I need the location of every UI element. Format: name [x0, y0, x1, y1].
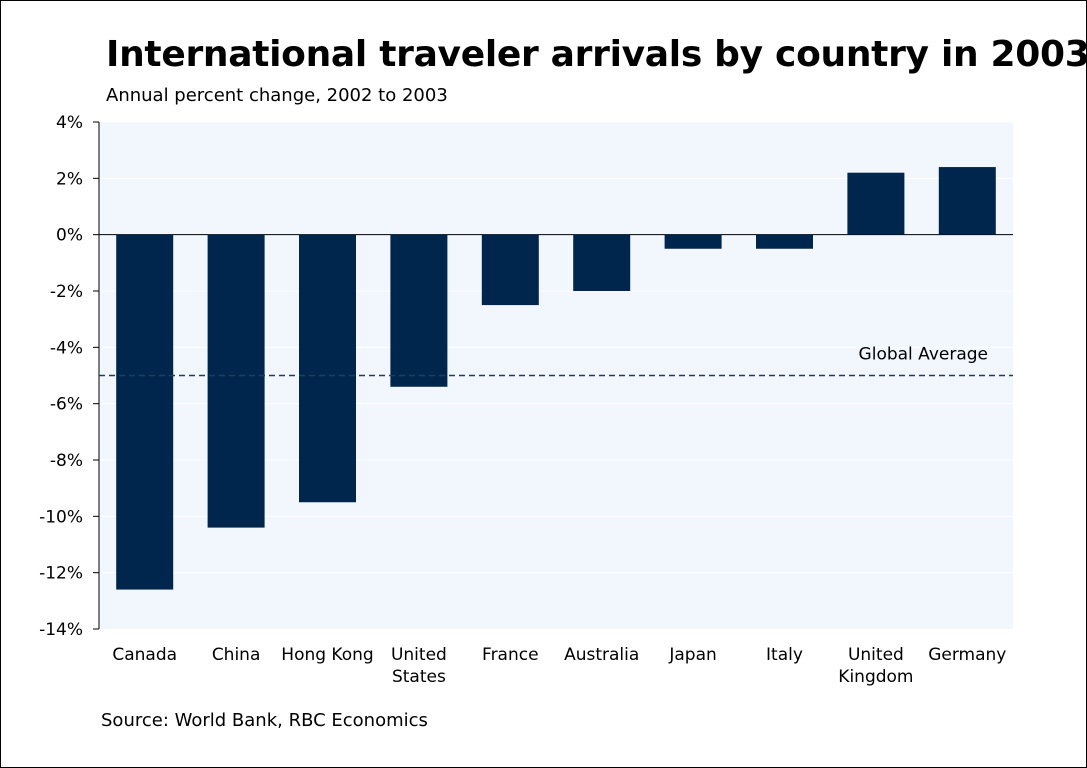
bar-australia: [573, 234, 631, 291]
y-tick-label: -4%: [50, 338, 83, 358]
y-tick-label: -6%: [50, 395, 83, 415]
y-axis-ticks: [93, 121, 99, 630]
x-tick-label: United: [848, 645, 904, 665]
y-tick-label: 2%: [56, 169, 83, 189]
y-tick-label: 4%: [56, 113, 83, 133]
x-tick-label: United: [391, 645, 447, 665]
y-tick-label: -14%: [39, 620, 83, 640]
bar-hong-kong: [299, 234, 356, 503]
bar-united-kingdom: [847, 172, 905, 235]
x-tick-label: France: [482, 645, 539, 665]
y-tick-label: -2%: [50, 282, 83, 302]
bar-china: [207, 234, 265, 528]
source-note: Source: World Bank, RBC Economics: [101, 710, 428, 731]
y-tick-label: -12%: [39, 564, 83, 584]
x-tick-label: Germany: [928, 645, 1006, 665]
bar-canada: [116, 234, 174, 590]
x-tick-label: Japan: [668, 645, 716, 665]
bar-germany: [938, 167, 996, 235]
bars: [116, 167, 996, 590]
y-tick-label: -8%: [50, 451, 83, 471]
y-tick-label: 0%: [56, 226, 83, 246]
x-tick-label: China: [212, 645, 261, 665]
x-tick-label: Hong Kong: [281, 645, 373, 665]
bar-united-states: [390, 234, 448, 387]
global-average-label: Global Average: [859, 345, 988, 365]
bar-italy: [756, 234, 813, 249]
chart-subtitle: Annual percent change, 2002 to 2003: [106, 85, 448, 106]
bar-japan: [664, 234, 722, 249]
x-tick-label: States: [392, 667, 446, 687]
y-tick-label: -10%: [39, 507, 83, 527]
x-tick-label: Italy: [766, 645, 803, 665]
x-tick-label: Canada: [112, 645, 177, 665]
bar-france: [481, 234, 539, 306]
chart-title: International traveler arrivals by count…: [106, 34, 1087, 75]
x-tick-label: Australia: [564, 645, 639, 665]
x-tick-label: Kingdom: [838, 667, 913, 687]
y-axis-labels: 4% 2% 0% -2% -4% -6% -8% -10% -12% -14%: [39, 113, 83, 640]
